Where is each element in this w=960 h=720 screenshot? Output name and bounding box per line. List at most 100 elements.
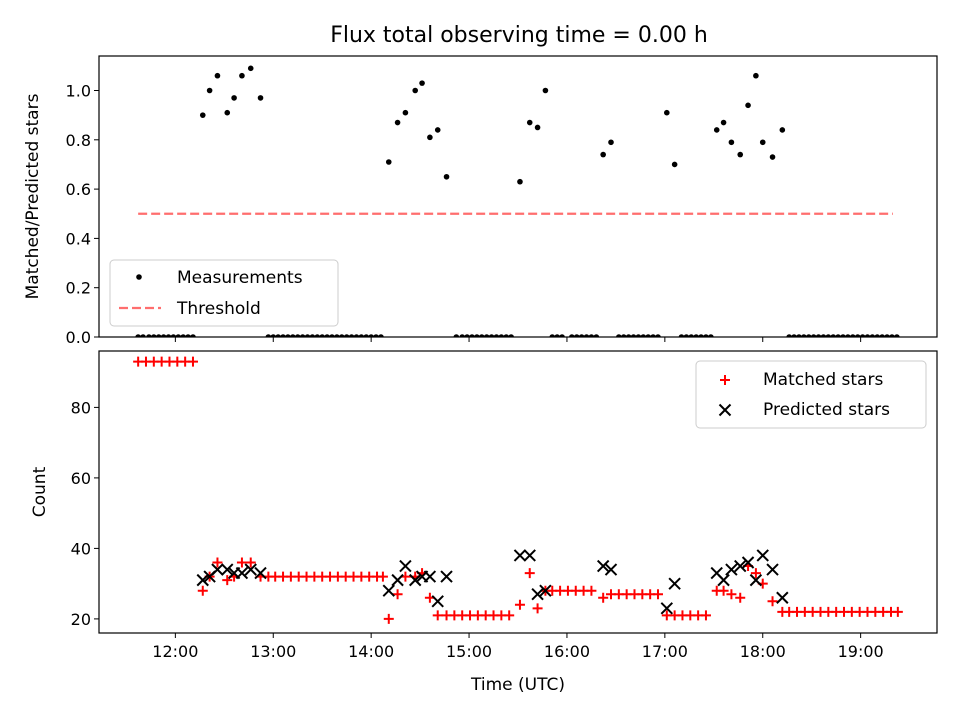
matched-star-marker xyxy=(504,610,515,621)
plot-area xyxy=(135,65,900,337)
measurement-point xyxy=(693,334,699,337)
matched-star-marker xyxy=(532,603,543,614)
predicted-star-marker xyxy=(244,563,257,576)
predicted-star-marker xyxy=(513,549,527,562)
measurement-point xyxy=(498,334,505,337)
measurement-point xyxy=(608,139,614,146)
x-tick-label: 18:00 xyxy=(740,642,786,661)
measurement-point xyxy=(257,95,264,101)
measurement-point xyxy=(728,139,735,146)
measurement-point xyxy=(402,109,409,116)
matched-star-marker xyxy=(735,592,746,603)
measurement-point xyxy=(348,334,355,337)
x-tick-label: 15:00 xyxy=(446,642,492,661)
y-tick-label: 20 xyxy=(71,610,91,629)
measurement-point xyxy=(275,334,281,337)
legend-label-predicted: Predicted stars xyxy=(763,400,890,420)
measurement-point xyxy=(151,334,157,337)
matched-star-marker xyxy=(700,610,711,621)
matched-star-marker xyxy=(212,557,223,568)
y-tick-label: 60 xyxy=(71,469,91,488)
legend-measurement-marker xyxy=(136,274,142,280)
measurement-point xyxy=(155,334,162,337)
measurement-point xyxy=(239,72,245,79)
measurement-point xyxy=(600,151,606,158)
measurement-point xyxy=(820,334,827,337)
measurement-point xyxy=(845,334,851,337)
predicted-star-marker xyxy=(539,584,552,597)
measurement-point xyxy=(698,334,704,337)
measurement-point xyxy=(180,334,186,337)
measurement-point xyxy=(503,334,510,337)
measurement-point xyxy=(474,334,480,337)
predicted-star-marker xyxy=(235,566,249,580)
measurement-point xyxy=(737,151,744,158)
measurement-point xyxy=(894,334,900,337)
chart-title: Flux total observing time = 0.00 h xyxy=(330,23,708,48)
measurement-point xyxy=(294,334,301,337)
measurement-point xyxy=(358,334,365,337)
y-axis-label: Count xyxy=(30,466,50,517)
measurement-point xyxy=(810,334,817,337)
measurement-point xyxy=(830,334,837,337)
measurement-point xyxy=(363,334,370,337)
matched-star-marker xyxy=(524,568,535,579)
measurement-point xyxy=(160,334,167,337)
matched-star-marker xyxy=(383,613,394,624)
x-tick-label: 14:00 xyxy=(348,642,394,661)
top-axes: 0.0 0.2 0.4 0.6 0.8 1.0 Matched/Predicted star… xyxy=(23,55,938,347)
x-tick-label: 16:00 xyxy=(544,642,590,661)
y-tick-label: 0.0 xyxy=(66,328,91,347)
measurement-point xyxy=(140,334,146,337)
measurement-point xyxy=(319,334,326,337)
measurement-point xyxy=(889,334,895,337)
measurement-point xyxy=(854,334,861,337)
measurement-point xyxy=(688,334,695,337)
measurement-point xyxy=(309,334,316,337)
measurement-point xyxy=(703,334,709,337)
predicted-star-marker xyxy=(523,549,536,562)
measurement-point xyxy=(314,334,321,337)
measurement-point xyxy=(190,334,196,337)
y-tick-label: 80 xyxy=(71,398,91,417)
measurement-point xyxy=(713,127,720,133)
measurement-point xyxy=(549,334,556,337)
measurement-point xyxy=(135,334,141,337)
x-tick-label: 13:00 xyxy=(250,642,296,661)
legend: Matched stars Predicted stars xyxy=(695,360,927,429)
axes-frame xyxy=(98,350,938,634)
matched-star-marker xyxy=(197,585,208,596)
measurement-point xyxy=(493,334,500,337)
measurement-point xyxy=(185,334,191,337)
measurement-point xyxy=(840,334,846,337)
measurement-point xyxy=(805,334,812,337)
measurement-point xyxy=(874,334,881,337)
measurement-point xyxy=(368,334,374,337)
measurement-point xyxy=(526,119,533,126)
measurement-point xyxy=(745,102,751,109)
measurement-point xyxy=(334,334,340,337)
measurement-point xyxy=(720,119,727,126)
measurement-point xyxy=(588,334,595,337)
matched-star-marker xyxy=(892,606,903,617)
matched-star-marker xyxy=(187,356,198,367)
predicted-star-marker xyxy=(725,563,738,576)
matched-star-marker xyxy=(718,585,729,596)
measurement-point xyxy=(645,334,652,337)
measurement-point xyxy=(488,334,495,337)
measurement-point xyxy=(593,334,600,337)
measurement-point xyxy=(554,334,560,337)
matched-star-marker xyxy=(652,589,663,600)
predicted-star-marker xyxy=(254,566,267,580)
measurement-point xyxy=(199,112,206,118)
legend-matched-marker xyxy=(720,375,730,385)
matched-star-marker xyxy=(236,557,247,568)
measurement-point xyxy=(815,334,822,337)
legend: Measurements Threshold xyxy=(109,259,339,327)
measurement-point xyxy=(165,334,172,337)
measurement-point xyxy=(419,80,425,86)
measurement-point xyxy=(483,334,490,337)
bottom-axes: 20 40 60 80 12:00 13:00 14:00 15:00 16:00 17:00 18… xyxy=(30,350,938,695)
measurement-point xyxy=(850,334,856,337)
predicted-star-marker xyxy=(382,584,395,597)
